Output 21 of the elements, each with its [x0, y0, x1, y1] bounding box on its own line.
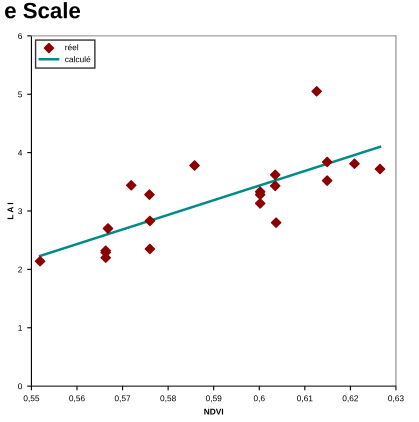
y-tick-label: 4	[18, 150, 22, 156]
legend-label: réel	[65, 44, 78, 50]
y-tick-label: 5	[18, 92, 22, 98]
y-tick-label: 0	[18, 383, 22, 390]
x-tick-label: 0,63	[388, 395, 404, 402]
y-tick-label: 1	[18, 325, 22, 331]
y-tick-label: 2	[18, 266, 22, 272]
chart-title: e Scale	[5, 2, 80, 18]
y-tick-label: 3	[18, 208, 22, 214]
x-tick-label: 0,61	[297, 395, 313, 402]
x-tick-label: 0,56	[69, 395, 85, 402]
x-tick-label: 0,57	[114, 395, 130, 402]
x-tick-label: 0,55	[24, 395, 40, 402]
y-axis-title: L A I	[8, 202, 14, 220]
x-tick-label: 0,58	[160, 395, 176, 402]
x-tick-label: 0,59	[206, 395, 222, 402]
x-tick-label: 0,6	[254, 395, 265, 402]
x-tick-label: 0,62	[342, 395, 358, 402]
x-axis-title: NDVI	[204, 408, 224, 415]
legend-label: calculé	[65, 56, 90, 62]
y-tick-label: 6	[18, 33, 22, 39]
